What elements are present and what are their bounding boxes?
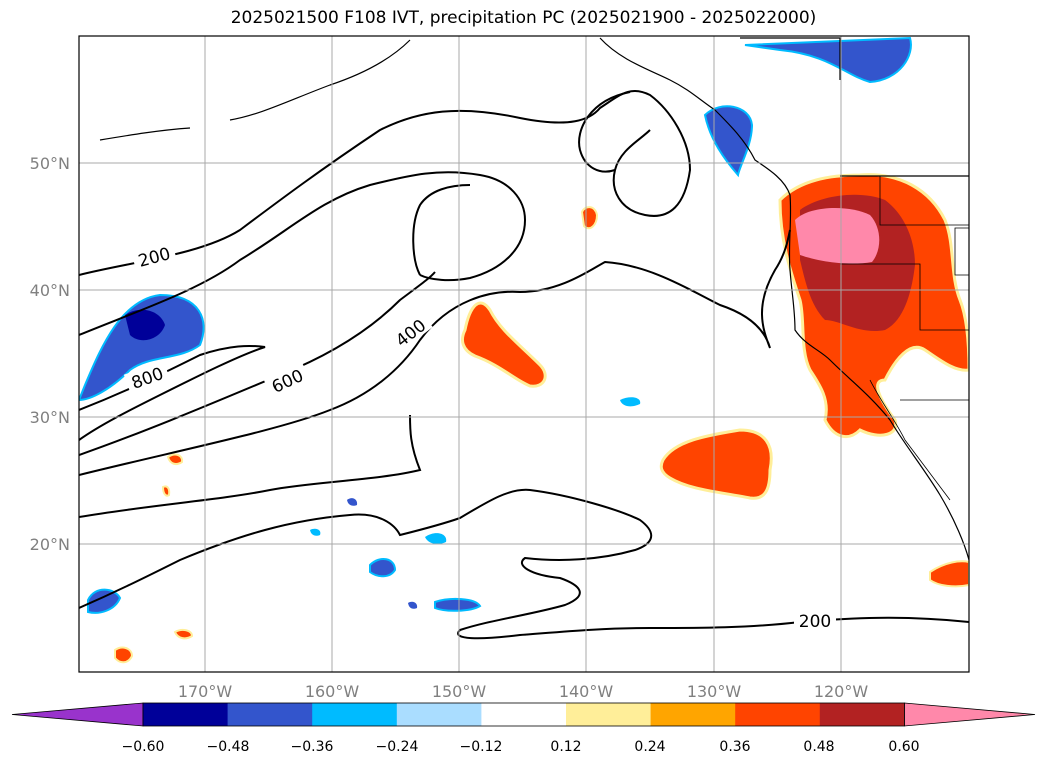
latitude-ticks: 50°N 40°N 30°N 20°N xyxy=(30,154,70,554)
lon-tick-label: 140°W xyxy=(559,682,614,701)
lon-tick-label: 120°W xyxy=(814,682,869,701)
coastlines xyxy=(99,37,969,561)
colorbar-tick-label: 0.48 xyxy=(803,739,834,755)
colorbar-extend-high xyxy=(904,702,1036,727)
colorbar-tick-label: 0.60 xyxy=(888,739,919,755)
colorbar-segment xyxy=(735,703,821,726)
colorbar-segment xyxy=(566,703,652,726)
colorbar-tick-label: −0.60 xyxy=(122,739,165,755)
lat-tick-label: 40°N xyxy=(30,281,70,300)
lat-tick-label: 20°N xyxy=(30,535,70,554)
colorbar-tick-label: −0.48 xyxy=(207,739,250,755)
plot-frame xyxy=(78,35,970,673)
longitude-ticks: 170°W 160°W 150°W 140°W 130°W 120°W xyxy=(178,682,869,701)
colorbar-tick-label: 0.24 xyxy=(634,739,665,755)
colorbar-segment xyxy=(227,703,313,726)
colorbar-extend-low xyxy=(11,702,144,727)
lon-tick-label: 160°W xyxy=(305,682,360,701)
negative-pc-regions xyxy=(79,36,912,614)
colorbar-segment xyxy=(481,703,567,726)
colorbar xyxy=(11,702,1036,727)
colorbar-tick-label: −0.12 xyxy=(460,739,503,755)
colorbar-tick-label: −0.24 xyxy=(376,739,419,755)
map-plot-area: 200 400 600 800 200 xyxy=(79,36,969,672)
lon-tick-label: 130°W xyxy=(687,682,742,701)
colorbar-segment xyxy=(650,703,736,726)
colorbar-segment xyxy=(819,703,905,726)
colorbar-tick-labels: −0.60 −0.48 −0.36 −0.24 −0.12 0.12 0.24 … xyxy=(122,739,920,755)
lat-tick-label: 30°N xyxy=(30,408,70,427)
contour-label-200-south: 200 xyxy=(799,612,831,632)
colorbar-tick-label: −0.36 xyxy=(291,739,334,755)
colorbar-frame xyxy=(142,702,905,727)
gridlines xyxy=(79,36,969,672)
lon-tick-label: 170°W xyxy=(178,682,233,701)
colorbar-tick-label: 0.12 xyxy=(550,739,581,755)
colorbar-segment xyxy=(143,703,229,726)
positive-pc-regions xyxy=(114,173,969,664)
colorbar-tick-label: 0.36 xyxy=(719,739,750,755)
colorbar-segment xyxy=(396,703,482,726)
lon-tick-label: 150°W xyxy=(432,682,487,701)
colorbar-segment xyxy=(312,703,398,726)
lat-tick-label: 50°N xyxy=(30,154,70,173)
map-title: 2025021500 F108 IVT, precipitation PC (2… xyxy=(230,8,817,28)
